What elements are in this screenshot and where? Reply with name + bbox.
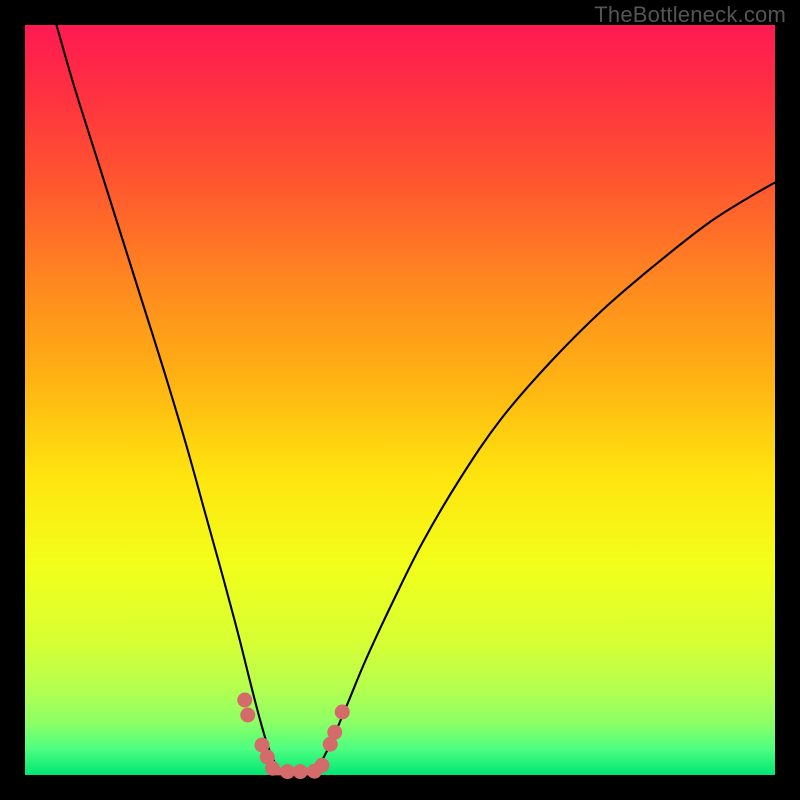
- chart-container: TheBottleneck.com: [0, 0, 800, 800]
- plot-background: [25, 25, 775, 775]
- watermark-text: TheBottleneck.com: [594, 0, 786, 28]
- marker-dot: [293, 764, 308, 779]
- marker-dot: [240, 708, 255, 723]
- bottleneck-curve-plot: [0, 0, 800, 800]
- marker-dot: [237, 693, 252, 708]
- marker-dot: [327, 725, 342, 740]
- marker-dot: [335, 705, 350, 720]
- marker-dot: [265, 761, 280, 776]
- marker-dot: [315, 758, 330, 773]
